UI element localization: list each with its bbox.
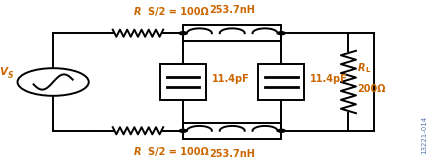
Text: 253.7nH: 253.7nH (209, 149, 255, 159)
Text: 253.7nH: 253.7nH (209, 5, 255, 15)
Circle shape (277, 32, 285, 35)
Circle shape (277, 129, 285, 132)
Circle shape (179, 32, 186, 35)
Text: R: R (357, 63, 364, 73)
Circle shape (179, 129, 186, 132)
Bar (183, 25, 281, 41)
Text: L: L (365, 67, 369, 73)
Bar (258, 64, 304, 100)
Text: V: V (0, 67, 7, 77)
Text: S/2 = 100Ω: S/2 = 100Ω (148, 147, 209, 157)
Text: R: R (134, 7, 141, 17)
Text: 200Ω: 200Ω (357, 83, 385, 93)
Text: S: S (8, 71, 13, 80)
Text: 11.4pF: 11.4pF (309, 74, 347, 84)
Text: R: R (134, 147, 141, 157)
Text: 13221-014: 13221-014 (420, 115, 426, 154)
Text: 11.4pF: 11.4pF (211, 74, 249, 84)
Bar (160, 64, 206, 100)
Bar (183, 123, 281, 139)
Text: S/2 = 100Ω: S/2 = 100Ω (148, 7, 209, 17)
